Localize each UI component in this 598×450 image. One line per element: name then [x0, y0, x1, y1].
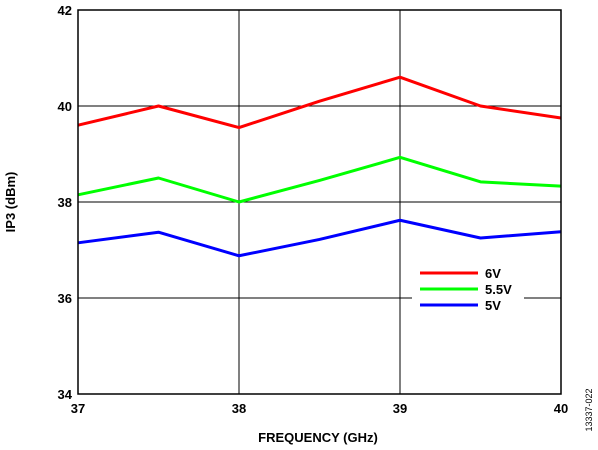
y-tick-label: 34 — [58, 387, 73, 402]
x-tick-label: 39 — [393, 401, 407, 416]
legend-label-5.5V: 5.5V — [485, 282, 512, 297]
series-line-6V — [77, 75, 562, 130]
y-tick-label: 38 — [58, 195, 72, 210]
series-layer — [77, 75, 562, 258]
grid — [78, 10, 561, 394]
x-axis-title: FREQUENCY (GHz) — [258, 430, 378, 445]
legend-label-6V: 6V — [485, 266, 501, 281]
x-tick-label: 37 — [71, 401, 85, 416]
y-tick-label: 42 — [58, 3, 72, 18]
y-tick-label: 36 — [58, 291, 72, 306]
y-axis-title: IP3 (dBm) — [3, 172, 18, 233]
y-tick-label: 40 — [58, 99, 72, 114]
series-line-5.5V — [77, 155, 562, 204]
series-line-5V — [77, 218, 562, 258]
tick-labels: 37 38 39 40 34 36 38 40 42 — [58, 3, 569, 416]
x-tick-label: 40 — [554, 401, 568, 416]
plot-frame — [77, 9, 562, 395]
legend-label-5V: 5V — [485, 298, 501, 313]
figure-id: 13337-022 — [584, 388, 594, 431]
x-tick-label: 38 — [232, 401, 246, 416]
